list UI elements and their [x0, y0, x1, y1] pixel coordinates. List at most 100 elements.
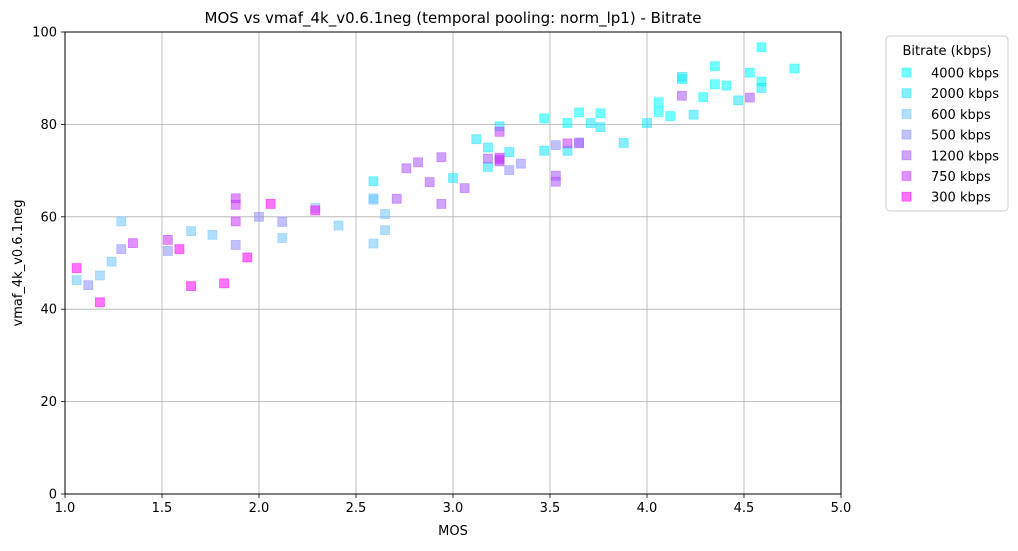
data-point	[562, 138, 573, 149]
legend: Bitrate (kbps) 4000 kbps 2000 kbps 600 kbp…	[885, 35, 1009, 212]
legend-frame	[885, 35, 1009, 212]
data-point	[242, 252, 253, 263]
data-point	[265, 198, 276, 209]
y-tick-label: 100	[32, 26, 57, 41]
series-2000-kbps	[368, 71, 767, 187]
data-point	[401, 163, 412, 174]
data-point	[653, 107, 664, 117]
data-points	[71, 42, 800, 308]
data-point	[448, 173, 458, 183]
legend-label: 750 kbps	[931, 170, 991, 185]
data-point	[710, 61, 720, 72]
x-tick-label: 5.0	[831, 501, 852, 516]
data-point	[106, 256, 117, 267]
data-point	[483, 142, 493, 153]
data-point	[116, 216, 127, 227]
data-point	[368, 193, 379, 204]
data-point	[391, 193, 402, 204]
y-tick-label: 80	[40, 118, 57, 133]
x-tick-label: 1.5	[152, 501, 173, 516]
data-point	[688, 109, 699, 120]
legend-marker	[901, 88, 912, 99]
data-point	[550, 140, 561, 151]
data-point	[380, 225, 391, 236]
legend-marker	[901, 67, 912, 78]
data-point	[277, 233, 288, 243]
x-tick-label: 3.5	[540, 501, 561, 516]
data-point	[721, 80, 732, 91]
legend-label: 1200 kbps	[931, 149, 999, 164]
data-point	[539, 145, 550, 156]
legend-label: 600 kbps	[931, 108, 991, 123]
data-point	[618, 137, 629, 148]
data-point	[471, 134, 482, 145]
x-tick-label: 1.0	[55, 501, 76, 516]
data-point	[483, 153, 493, 164]
data-point	[516, 158, 526, 169]
legend-marker	[901, 191, 912, 202]
data-point	[677, 71, 687, 82]
data-point	[595, 108, 606, 119]
x-tick-label: 4.5	[734, 501, 755, 516]
legend-marker	[901, 150, 912, 161]
data-point	[186, 226, 197, 237]
data-point	[116, 244, 127, 255]
data-point	[504, 147, 515, 158]
axis-ticks: 1.0 1.5 2.0 2.5 3.0 3.5 4.0 4.5 5.0 0 20 40 60 80 100	[32, 26, 851, 517]
data-point	[539, 113, 550, 124]
data-point	[174, 244, 185, 255]
data-point	[162, 246, 173, 256]
data-point	[494, 152, 505, 163]
data-point	[127, 238, 138, 249]
y-tick-label: 40	[40, 303, 57, 318]
series-300-kbps	[71, 198, 321, 308]
data-point	[494, 126, 505, 137]
data-point	[95, 270, 105, 281]
series-750-kbps	[127, 126, 573, 249]
data-point	[698, 92, 709, 103]
data-point	[710, 79, 720, 90]
data-point	[436, 152, 447, 163]
legend-title: Bitrate (kbps)	[902, 44, 991, 59]
data-point	[574, 138, 584, 149]
y-tick-label: 60	[40, 210, 57, 225]
x-tick-label: 4.0	[637, 501, 658, 516]
legend-label: 300 kbps	[931, 191, 991, 206]
x-tick-label: 3.0	[443, 501, 464, 516]
y-axis-label: vmaf_4k_v0.6.1neg	[11, 200, 26, 327]
data-point	[562, 118, 573, 128]
data-point	[71, 275, 82, 285]
data-point	[368, 176, 379, 187]
chart-title: MOS vs vmaf_4k_v0.6.1neg (temporal pooli…	[205, 9, 702, 28]
data-point	[424, 177, 435, 188]
legend-marker	[901, 109, 912, 119]
data-point	[162, 234, 173, 245]
x-tick-label: 2.0	[249, 501, 270, 516]
legend-marker	[901, 129, 912, 140]
data-point	[333, 220, 344, 231]
data-point	[95, 297, 105, 308]
data-point	[413, 157, 423, 168]
data-point	[744, 67, 755, 78]
data-point	[310, 205, 321, 216]
data-point	[219, 278, 229, 289]
data-point	[83, 280, 94, 291]
data-point	[756, 42, 767, 53]
data-point	[436, 198, 447, 209]
data-point	[789, 63, 800, 74]
data-point	[71, 263, 82, 273]
data-point	[368, 238, 379, 249]
x-axis-label: MOS	[438, 524, 468, 539]
data-point	[230, 216, 241, 227]
data-point	[186, 281, 197, 292]
data-point	[277, 216, 288, 227]
data-point	[653, 97, 664, 108]
legend-label: 500 kbps	[931, 129, 991, 144]
data-point	[665, 111, 676, 121]
data-point	[585, 118, 596, 128]
y-tick-label: 0	[49, 488, 57, 503]
legend-label: 4000 kbps	[931, 67, 999, 82]
data-point	[595, 122, 606, 133]
